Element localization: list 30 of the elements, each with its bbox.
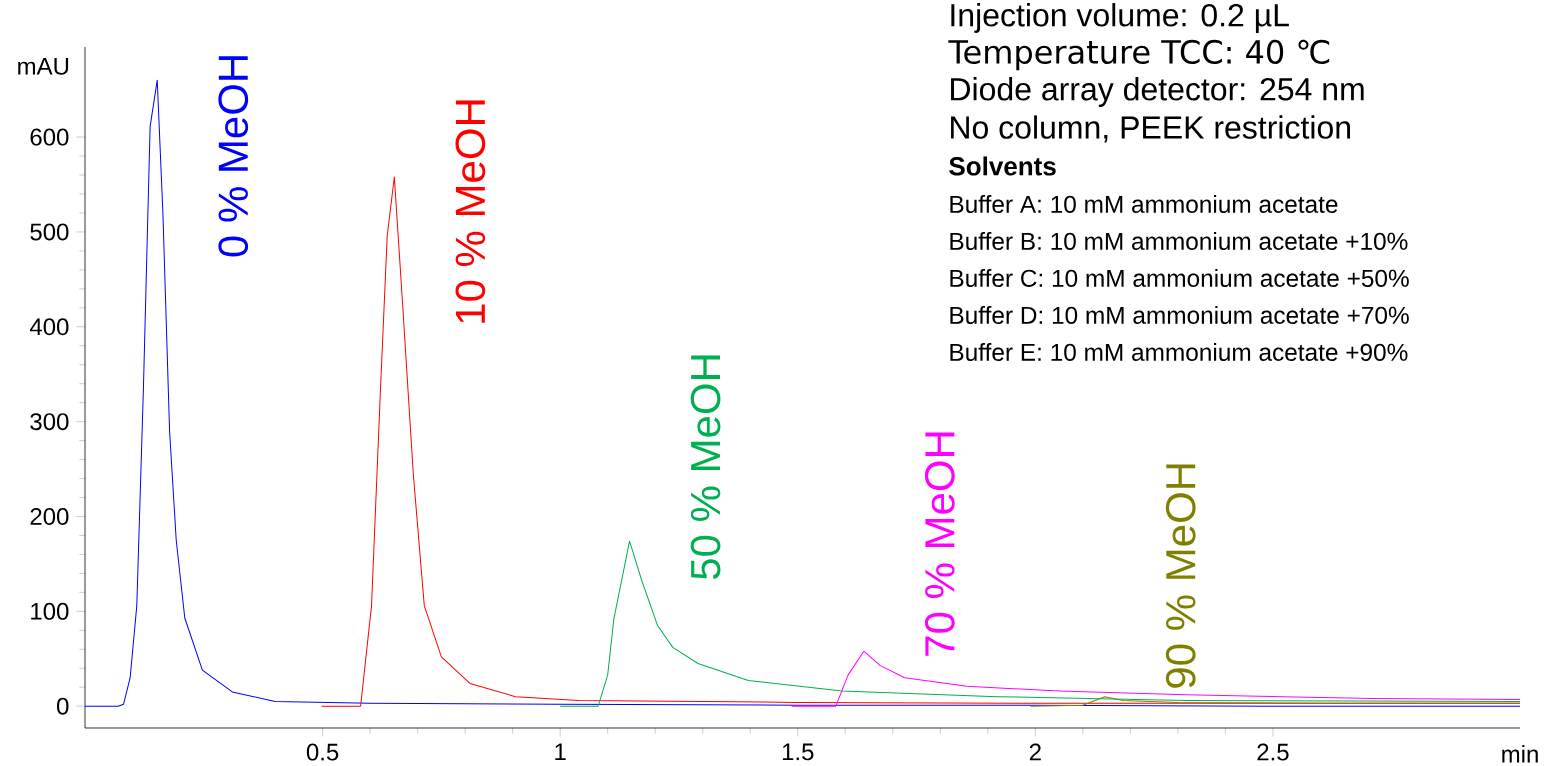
x-tick-label: 0.5 [306, 743, 339, 761]
annotation: Solvents [949, 156, 1056, 176]
y-tick-label: 600 [30, 128, 69, 146]
line-series [1030, 696, 1521, 707]
text: Injection volume: 0.2 µL [951, 3, 1289, 33]
y-tick-label: 400 [29, 318, 69, 336]
annotation: Buffer B: 10 mM ammonium acetate +10% [950, 232, 1408, 250]
x-tick-label: 1.5 [782, 743, 814, 761]
annotation: Diode array detector: 254 nm [951, 77, 1364, 107]
annotation: No column, PEEK restriction [951, 115, 1350, 143]
text: 0 % MeOH [218, 56, 249, 257]
y-tick-label: 0 [57, 697, 69, 715]
text: 70 % MeOH [924, 432, 955, 656]
x-axis-title: min [1502, 745, 1538, 763]
y-tick-label: 100 [31, 602, 69, 620]
text: 50 % MeOH [690, 355, 721, 580]
y-tick-label: 300 [30, 413, 69, 431]
annotation: Buffer D: 10 mM ammonium acetate +70% [950, 306, 1409, 324]
y-tick-label: 200 [30, 508, 69, 525]
x-tick-label: 1 [555, 743, 566, 761]
annotation: Buffer C: 10 mM ammonium acetate +50% [950, 269, 1409, 287]
text: 10 % MeOH [455, 100, 486, 323]
annotation: Temperature TCC: 40 ℃ [948, 39, 1330, 71]
text: 90 % MeOH [1165, 464, 1196, 688]
annotation: Buffer A: 10 mM ammonium acetate [950, 195, 1338, 213]
y-axis-title: mAU [18, 58, 69, 75]
annotation: Buffer E: 10 mM ammonium acetate +90% [950, 343, 1408, 361]
x-tick-label: 2 [1029, 743, 1041, 761]
x-tick-label: 2.5 [1257, 743, 1289, 761]
y-tick-label: 500 [30, 223, 69, 241]
